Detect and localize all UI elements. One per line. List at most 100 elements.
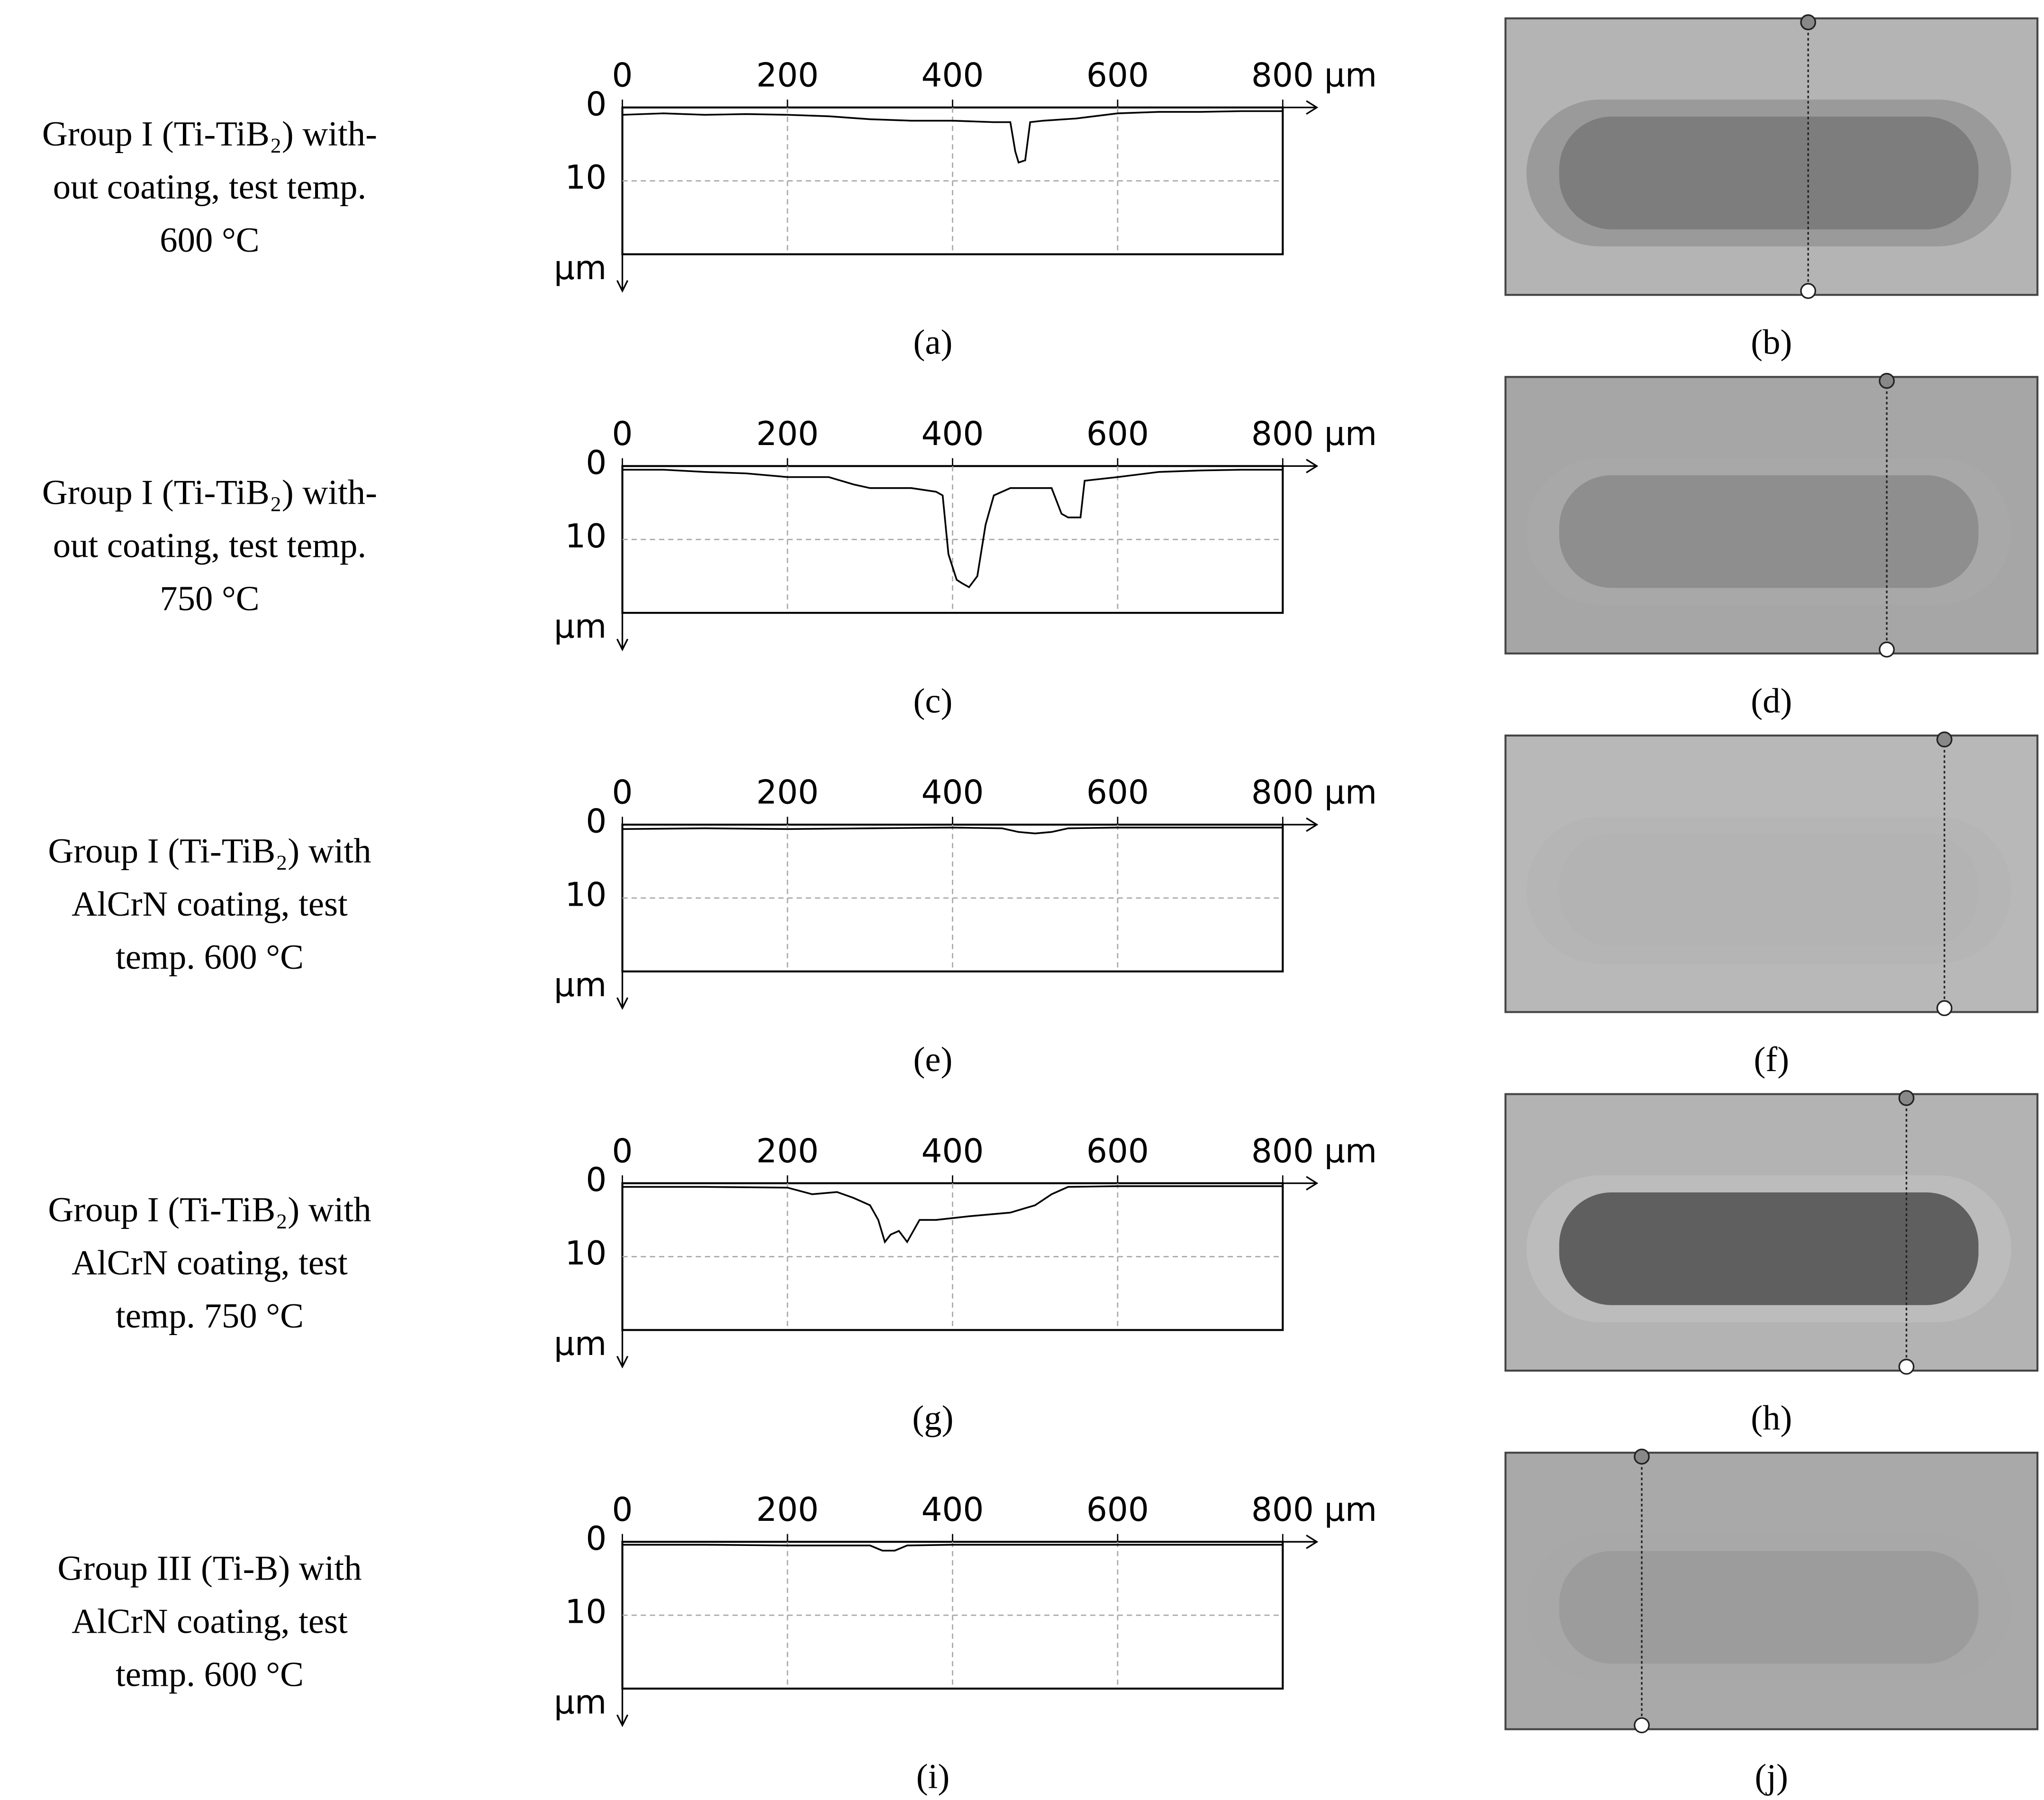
- y-axis-arrow: [616, 1330, 629, 1369]
- profile-line: [622, 1185, 1283, 1244]
- chart-caption: (c): [913, 681, 953, 720]
- x-tick-label: 0: [612, 1132, 633, 1170]
- cut-marker: [1936, 731, 1953, 748]
- x-tick-label: 600: [1086, 774, 1149, 812]
- x-tick-label: 0: [612, 415, 633, 453]
- row-label: Group I (Ti-TiB₂) with: [48, 1190, 371, 1229]
- y-axis-arrow: [616, 613, 629, 652]
- cut-marker: [1898, 1358, 1915, 1375]
- cut-marker: [1800, 283, 1817, 299]
- x-tick-label: 800 µm: [1251, 1491, 1377, 1529]
- wear-track: [1559, 475, 1979, 588]
- x-tick-label: 200: [756, 1491, 819, 1529]
- chart-caption: (a): [913, 323, 953, 362]
- y-axis-label: µm: [554, 966, 606, 1004]
- y-axis-label: µm: [554, 1325, 606, 1363]
- y-axis-label: µm: [554, 1683, 606, 1721]
- x-tick-label: 200: [756, 1132, 819, 1170]
- x-axis-arrow: [1283, 100, 1319, 115]
- profile-chart: 0 200 400 600 800 µm 0 10 µm Group I (Ti-TiB₂) w…: [42, 373, 2039, 720]
- chart-caption: (i): [916, 1757, 950, 1796]
- x-axis-arrow: [1283, 459, 1319, 473]
- row-label: temp. 600 °C: [116, 937, 304, 977]
- cut-marker: [1634, 1448, 1650, 1465]
- row-label: out coating, test temp.: [53, 167, 366, 207]
- y-tick-label: 0: [586, 444, 606, 482]
- row-label: Group I (Ti-TiB₂) with-: [42, 473, 377, 512]
- x-tick-label: 200: [756, 774, 819, 812]
- y-tick-label: 0: [586, 803, 606, 841]
- x-tick-label: 400: [921, 57, 984, 95]
- row-label: temp. 750 °C: [116, 1296, 304, 1336]
- y-axis-label: µm: [554, 249, 606, 287]
- x-axis-arrow: [1283, 1176, 1319, 1191]
- x-tick-label: 600: [1086, 1132, 1149, 1170]
- x-tick-label: 800 µm: [1251, 1132, 1377, 1170]
- profile-line: [622, 827, 1283, 835]
- chart-caption: (g): [912, 1398, 953, 1437]
- row-label: 600 °C: [160, 220, 259, 260]
- x-tick-label: 200: [756, 415, 819, 453]
- x-tick-label: 0: [612, 1491, 633, 1529]
- row-label: 750 °C: [160, 579, 259, 618]
- wear-track: [1559, 1192, 1979, 1305]
- x-tick-label: 400: [921, 415, 984, 453]
- row-label: temp. 600 °C: [116, 1655, 304, 1694]
- x-axis-arrow: [1283, 1534, 1319, 1549]
- image-caption: (j): [1755, 1757, 1788, 1796]
- image-caption: (d): [1751, 681, 1792, 720]
- row-label: out coating, test temp.: [53, 526, 366, 565]
- y-axis-label: µm: [554, 608, 606, 646]
- cut-marker: [1936, 1000, 1953, 1017]
- y-tick-label: 0: [586, 85, 606, 123]
- row-label: AlCrN coating, test: [72, 884, 348, 924]
- cut-marker: [1879, 641, 1895, 658]
- profile-line: [622, 1544, 1283, 1552]
- image-caption: (h): [1751, 1398, 1792, 1437]
- y-tick-label: 10: [565, 1235, 606, 1273]
- cut-marker: [1634, 1717, 1650, 1734]
- x-tick-label: 200: [756, 57, 819, 95]
- profile-chart: 0 200 400 600 800 µm 0 10 µm Group I (Ti-TiB₂) w…: [48, 1090, 2039, 1437]
- wear-track: [1559, 1551, 1979, 1664]
- profile-line: [622, 110, 1283, 164]
- cut-marker: [1879, 373, 1895, 389]
- x-tick-label: 0: [612, 774, 633, 812]
- row-label: AlCrN coating, test: [72, 1601, 348, 1641]
- image-caption: (b): [1751, 323, 1792, 362]
- y-tick-label: 0: [586, 1161, 606, 1199]
- y-axis-arrow: [616, 254, 629, 293]
- x-axis-arrow: [1283, 817, 1319, 832]
- profile-chart: 0 200 400 600 800 µm 0 10 µm Group III (Ti-B) wi…: [57, 1448, 2039, 1796]
- cut-marker: [1898, 1090, 1915, 1106]
- row-label: Group III (Ti-B) with: [57, 1548, 362, 1588]
- row-label: Group I (Ti-TiB₂) with-: [42, 114, 377, 154]
- profile-chart: 0 200 400 600 800 µm 0 10 µm Group I (Ti-TiB₂) w…: [48, 731, 2039, 1079]
- x-tick-label: 600: [1086, 1491, 1149, 1529]
- x-tick-label: 400: [921, 774, 984, 812]
- image-caption: (f): [1754, 1040, 1790, 1079]
- x-tick-label: 400: [921, 1132, 984, 1170]
- y-axis-arrow: [616, 971, 629, 1010]
- y-tick-label: 10: [565, 159, 606, 197]
- chart-caption: (e): [913, 1040, 953, 1079]
- y-tick-label: 10: [565, 876, 606, 914]
- cut-marker: [1800, 14, 1817, 30]
- x-tick-label: 600: [1086, 415, 1149, 453]
- x-tick-label: 800 µm: [1251, 57, 1377, 95]
- row-label: Group I (Ti-TiB₂) with: [48, 831, 371, 871]
- y-tick-label: 0: [586, 1520, 606, 1558]
- wear-track: [1559, 117, 1979, 229]
- profile-line: [622, 469, 1283, 589]
- wear-track: [1559, 834, 1979, 947]
- y-tick-label: 10: [565, 518, 606, 555]
- x-tick-label: 800 µm: [1251, 774, 1377, 812]
- row-label: AlCrN coating, test: [72, 1243, 348, 1282]
- x-tick-label: 400: [921, 1491, 984, 1529]
- x-tick-label: 0: [612, 57, 633, 95]
- y-axis-arrow: [616, 1688, 629, 1727]
- x-tick-label: 600: [1086, 57, 1149, 95]
- profile-chart: 0 200 400 600 800 µm 0 10 µm Group I (Ti-TiB₂) w…: [42, 14, 2039, 362]
- y-tick-label: 10: [565, 1593, 606, 1631]
